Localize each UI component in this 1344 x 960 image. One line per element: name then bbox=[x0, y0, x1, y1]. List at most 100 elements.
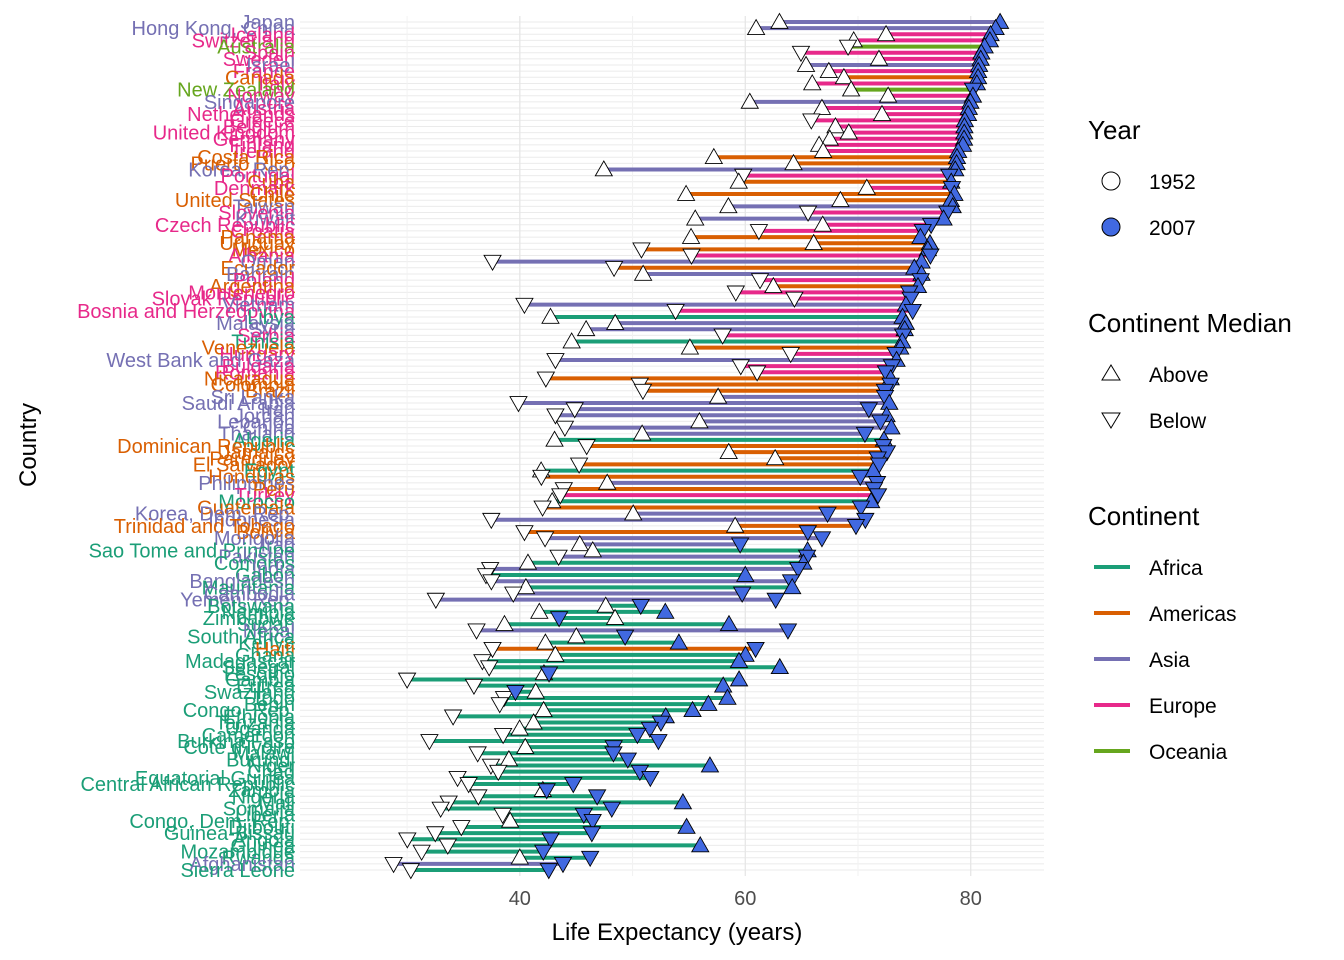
country-label: Vietnam bbox=[222, 295, 295, 317]
point-1952-costa-rica bbox=[704, 147, 724, 165]
country-label: Cameroon bbox=[202, 725, 295, 747]
country-label: Sierra Leone bbox=[180, 860, 295, 882]
country-label: Hong Kong, China bbox=[132, 18, 296, 40]
country-label: Lebanon bbox=[217, 411, 295, 433]
country-label: Trinidad and Tobago bbox=[114, 516, 295, 538]
point-1952-poland bbox=[750, 273, 770, 290]
legend-1952-label: 1952 bbox=[1149, 171, 1196, 194]
point-2007-afghanistan bbox=[553, 857, 573, 874]
point-2007-lebanon bbox=[871, 414, 890, 431]
point-2007-mozambique bbox=[534, 844, 553, 861]
country-label: Congo, Dem. Rep. bbox=[129, 811, 295, 833]
country-label: Sao Tome and Principe bbox=[89, 540, 295, 562]
point-1952-united-states bbox=[831, 190, 850, 208]
point-1952-burundi bbox=[499, 749, 519, 767]
country-label: Oman bbox=[241, 252, 295, 274]
country-label: Tunisia bbox=[231, 332, 296, 354]
country-label: Bosnia and Herzegovina bbox=[77, 301, 296, 323]
point-2007-mauritania bbox=[782, 577, 802, 595]
point-1952-saudi-arabia bbox=[509, 396, 528, 413]
point-2007-south-africa bbox=[615, 629, 635, 646]
country-label: Cambodia bbox=[204, 583, 296, 605]
point-2007-niger bbox=[700, 756, 720, 773]
point-1952-guinea bbox=[438, 838, 458, 855]
point-1952-greece bbox=[802, 113, 821, 130]
country-label: Turkey bbox=[235, 485, 295, 507]
country-label: El Salvador bbox=[193, 454, 296, 476]
legend-below-symbol bbox=[1101, 412, 1121, 429]
country-label: Nepal bbox=[243, 620, 295, 642]
country-label: Guinea-Bissau bbox=[164, 823, 295, 845]
point-1952-brazil bbox=[633, 383, 653, 401]
country-label: Iran bbox=[261, 399, 295, 421]
country-label: Nicaragua bbox=[204, 368, 296, 390]
country-label: West Bank and Gaza bbox=[106, 350, 296, 372]
point-1952-bolivia bbox=[515, 525, 534, 542]
country-label: China bbox=[243, 418, 296, 440]
point-2007-uganda bbox=[640, 721, 660, 739]
point-2007-kuwait bbox=[934, 209, 953, 226]
point-1952-eritrea bbox=[464, 678, 484, 696]
country-label: Nigeria bbox=[232, 786, 296, 808]
country-label: Singapore bbox=[204, 92, 295, 114]
point-1952-jordan bbox=[546, 408, 565, 425]
point-1952-trinidad-and-tobago bbox=[725, 516, 745, 533]
country-label: Thailand bbox=[218, 424, 295, 446]
point-1952-sweden bbox=[869, 49, 889, 66]
legend-above-symbol bbox=[1101, 364, 1121, 381]
point-1952-cote-d-ivoire bbox=[515, 737, 535, 754]
legend: Year 1952 2007 Continent Median Above Below Co… bbox=[1088, 115, 1292, 764]
country-label: Greece bbox=[229, 110, 295, 132]
point-1952-nigeria bbox=[469, 789, 488, 806]
country-label: Burundi bbox=[226, 749, 295, 771]
point-1952-indonesia bbox=[482, 512, 501, 530]
point-1952-dominican-republic bbox=[577, 439, 596, 456]
country-label: Kuwait bbox=[235, 209, 295, 231]
country-label: Korea, Rep. bbox=[188, 159, 295, 181]
point-1952-romania bbox=[747, 365, 767, 382]
point-2007-benin bbox=[699, 694, 718, 711]
point-1952-djibouti bbox=[452, 820, 471, 837]
country-label: Uruguay bbox=[219, 233, 295, 255]
country-label: Colombia bbox=[211, 375, 296, 397]
point-2007-guinea bbox=[690, 836, 710, 853]
point-2007-sudan bbox=[719, 614, 739, 632]
point-1952-cuba bbox=[729, 172, 749, 189]
point-1952-panama bbox=[681, 227, 701, 244]
point-1952-rwanda bbox=[510, 848, 530, 865]
point-1952-central-african-republic bbox=[459, 777, 478, 794]
point-1952-netherlands bbox=[872, 104, 892, 121]
point-1952-afghanistan bbox=[384, 857, 403, 874]
country-label: Senegal bbox=[222, 657, 295, 679]
point-1952-senegal bbox=[479, 660, 499, 677]
country-label: Puerto Rico bbox=[191, 153, 296, 175]
country-label: Botswana bbox=[207, 596, 296, 618]
country-label: Panama bbox=[221, 227, 296, 249]
country-label: Peru bbox=[253, 479, 295, 501]
point-2007-trinidad-and-tobago bbox=[846, 519, 866, 536]
point-2007-korea-dem-rep- bbox=[818, 506, 837, 524]
point-1952-nepal bbox=[467, 623, 486, 640]
country-label: Honduras bbox=[208, 467, 295, 489]
point-2007-burundi bbox=[618, 752, 638, 769]
country-label: Dominican Republic bbox=[117, 436, 295, 458]
point-1952-malawi bbox=[468, 746, 487, 763]
point-2007-rwanda bbox=[580, 850, 600, 868]
country-label: Afghanistan bbox=[189, 854, 295, 876]
country-label: Niger bbox=[247, 756, 295, 778]
country-label: Czech Republic bbox=[155, 215, 295, 237]
point-1952-congo-dem-rep- bbox=[500, 811, 520, 828]
point-1952-korea-rep- bbox=[594, 160, 614, 177]
country-label: Denmark bbox=[214, 178, 296, 200]
country-label: Bulgaria bbox=[222, 356, 296, 378]
point-1952-spain bbox=[791, 45, 811, 63]
point-1952-thailand bbox=[632, 424, 652, 441]
point-1952-zimbabwe bbox=[605, 608, 625, 625]
country-label: Uganda bbox=[225, 719, 296, 741]
country-label: Rwanda bbox=[222, 848, 296, 870]
country-label: Belgium bbox=[223, 116, 295, 138]
country-label: United Kingdom bbox=[153, 123, 295, 145]
point-2007-gambia bbox=[729, 670, 749, 687]
point-1952-taiwan bbox=[719, 196, 738, 214]
point-2007-eritrea bbox=[713, 676, 733, 693]
